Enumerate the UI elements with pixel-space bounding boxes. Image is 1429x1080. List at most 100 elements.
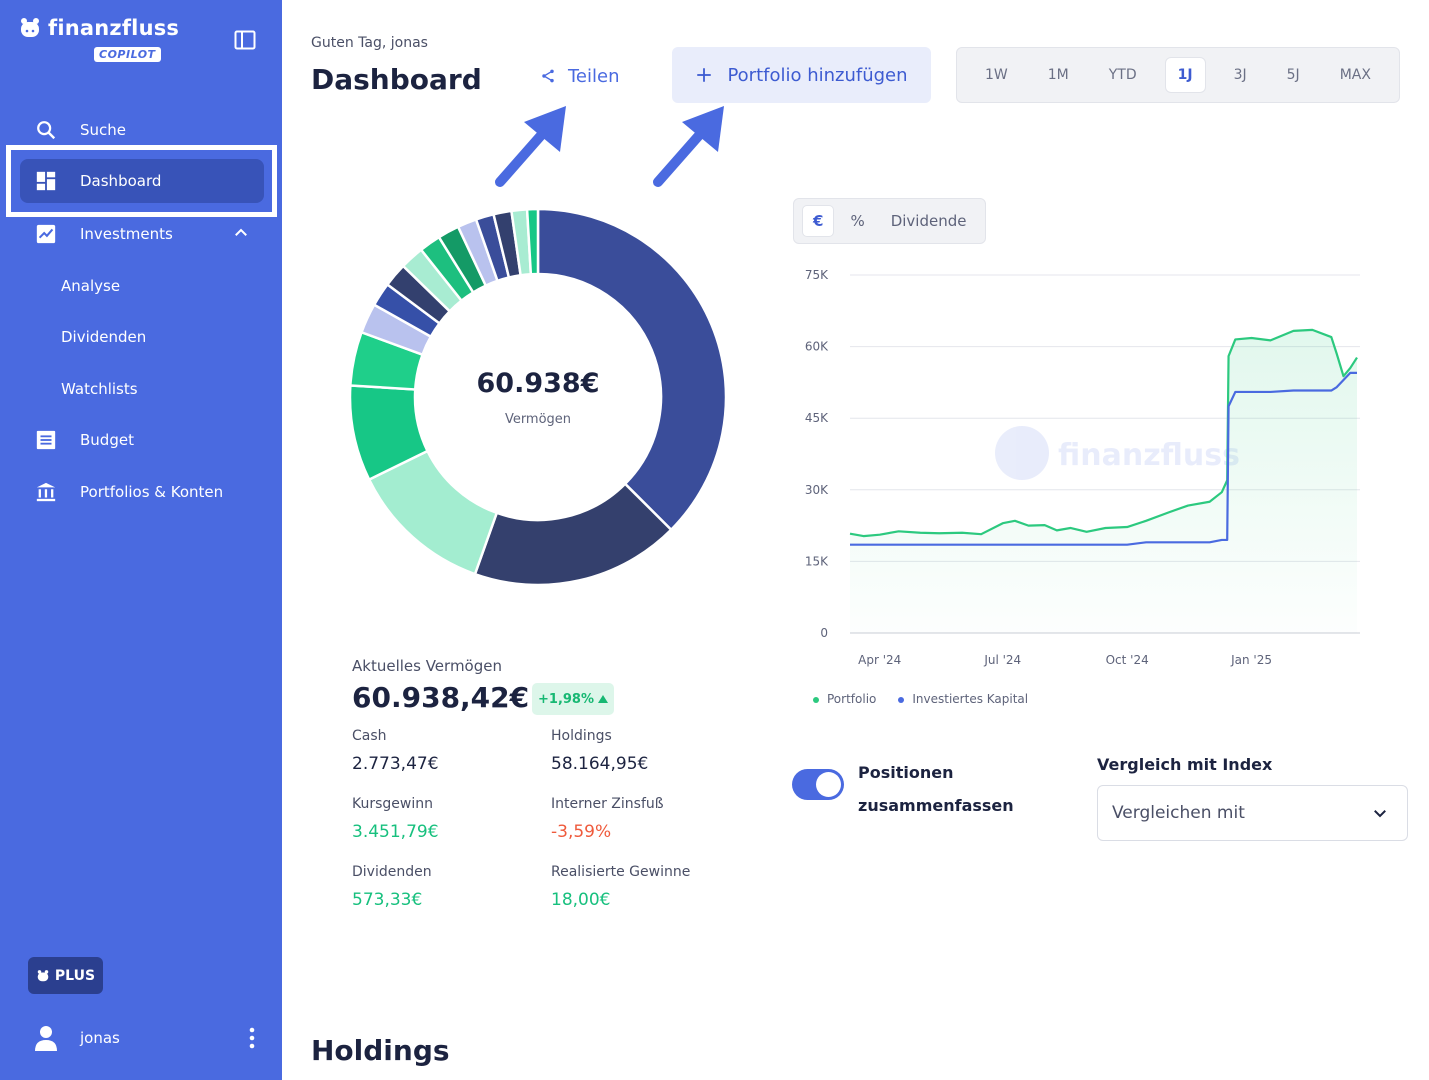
sidebar-item-watchlists[interactable]: Watchlists bbox=[20, 367, 264, 411]
compare-index-label: Vergleich mit Index bbox=[1097, 755, 1273, 774]
range-button-1w[interactable]: 1W bbox=[985, 67, 1008, 83]
share-icon bbox=[542, 69, 554, 83]
range-button-5j[interactable]: 5J bbox=[1286, 67, 1300, 83]
chevron-down-icon bbox=[1374, 810, 1386, 818]
merge-positions-toggle[interactable] bbox=[792, 769, 844, 800]
range-button-1m[interactable]: 1M bbox=[1047, 67, 1069, 83]
range-button-ytd[interactable]: YTD bbox=[1108, 67, 1137, 83]
user-menu[interactable]: jonas bbox=[34, 1020, 256, 1056]
chart-legend: Portfolio Investiertes Kapital bbox=[813, 692, 1028, 706]
stat-value: 3.451,79€ bbox=[352, 822, 439, 842]
donut-slice-0[interactable] bbox=[536, 207, 728, 532]
stat-value: 58.164,95€ bbox=[551, 754, 649, 774]
add-portfolio-label: Portfolio hinzufügen bbox=[727, 64, 908, 86]
active-item-highlight bbox=[6, 145, 277, 217]
plan-badge-label: PLUS bbox=[54, 967, 96, 984]
donut-slice-1[interactable] bbox=[473, 482, 673, 587]
legend-item-portfolio[interactable]: Portfolio bbox=[813, 692, 876, 706]
holdings-section-title: Holdings bbox=[311, 1034, 450, 1067]
watermark-logo-icon bbox=[995, 426, 1049, 480]
sidebar-item-label: Suche bbox=[80, 121, 127, 139]
stat-value: 2.773,47€ bbox=[352, 754, 439, 774]
legend-item-invested[interactable]: Investiertes Kapital bbox=[898, 692, 1028, 706]
hippo-small-icon bbox=[37, 969, 49, 981]
x-tick-label: Jan '25 bbox=[1230, 653, 1272, 667]
chart-mode-button-2[interactable]: Dividende bbox=[890, 212, 967, 230]
range-button-3j[interactable]: 3J bbox=[1233, 67, 1247, 83]
series-line-0 bbox=[849, 328, 1358, 538]
plus-icon bbox=[697, 68, 712, 82]
portfolio-area bbox=[850, 329, 1357, 633]
stat-dividenden: Dividenden 573,33€ bbox=[352, 864, 432, 910]
chart-line-icon bbox=[34, 222, 58, 246]
share-button[interactable]: Teilen bbox=[540, 58, 620, 94]
y-tick-label: 75K bbox=[805, 268, 829, 282]
legend-label: Investiertes Kapital bbox=[912, 692, 1029, 706]
toggle-knob bbox=[816, 772, 841, 797]
stat-cash: Cash 2.773,47€ bbox=[352, 728, 439, 774]
y-tick-label: 0 bbox=[820, 626, 828, 640]
pointer-arrow-icon bbox=[495, 106, 566, 187]
sidebar-item-label: Budget bbox=[80, 431, 134, 449]
sidebar-item-dividenden[interactable]: Dividenden bbox=[20, 315, 264, 359]
chart-mode-button-0[interactable]: € bbox=[802, 205, 835, 237]
legend-dot bbox=[898, 696, 905, 703]
y-tick-label: 45K bbox=[805, 411, 829, 425]
range-button-1j[interactable]: 1J bbox=[1164, 57, 1206, 93]
chevron-up-icon[interactable] bbox=[232, 224, 250, 242]
more-vertical-icon[interactable] bbox=[248, 1027, 256, 1049]
copilot-badge: COPILOT bbox=[94, 47, 161, 62]
range-button-max[interactable]: MAX bbox=[1339, 67, 1371, 83]
series-line-1 bbox=[850, 371, 1357, 546]
brand-name: finanzfluss bbox=[48, 16, 180, 40]
donut-total-label: Vermögen bbox=[504, 412, 572, 427]
list-icon bbox=[34, 428, 58, 452]
stat-label: Cash bbox=[352, 728, 387, 744]
sidebar-toggle-icon[interactable] bbox=[233, 28, 257, 52]
share-button-label: Teilen bbox=[568, 65, 620, 87]
sidebar-item-investments[interactable]: Investments bbox=[20, 212, 264, 256]
time-range-selector: 1W 1M YTD 1J 3J 5J MAX bbox=[956, 47, 1400, 103]
portfolio-line-chart: 0 15K 30K 45K 60K 75K Apr '24 Jul '24 Oct '24 Jan… bbox=[805, 268, 1360, 667]
stat-label: Interner Zinsfuß bbox=[551, 796, 664, 812]
sidebar-item-label: Investments bbox=[80, 225, 173, 243]
search-icon bbox=[34, 118, 58, 142]
change-value: +1,98% bbox=[538, 691, 594, 707]
sidebar-item-label: Dividenden bbox=[61, 328, 147, 346]
watermark-text: finanzfluss bbox=[1058, 438, 1240, 473]
sidebar-item-portfolios-konten[interactable]: Portfolios & Konten bbox=[20, 470, 264, 514]
sidebar-item-budget[interactable]: Budget bbox=[20, 418, 264, 462]
donut-total-value: 60.938€ bbox=[476, 368, 600, 399]
stat-label: Holdings bbox=[551, 728, 612, 744]
stat-label: Realisierte Gewinne bbox=[551, 864, 691, 880]
page-title: Dashboard bbox=[311, 63, 482, 96]
stat-label: Dividenden bbox=[352, 864, 432, 880]
sidebar-item-analyse[interactable]: Analyse bbox=[20, 264, 264, 308]
change-badge: +1,98% bbox=[532, 683, 614, 715]
sidebar-item-dashboard[interactable]: Dashboard bbox=[20, 159, 264, 203]
add-portfolio-button[interactable]: Portfolio hinzufügen bbox=[672, 47, 931, 103]
y-tick-label: 15K bbox=[805, 554, 829, 568]
x-tick-label: Apr '24 bbox=[858, 653, 901, 667]
chart-mode-selector: €% Dividende bbox=[793, 198, 986, 244]
brand-logo[interactable]: finanzfluss bbox=[18, 16, 179, 40]
user-avatar-icon bbox=[35, 1026, 57, 1051]
sidebar-item-label: Watchlists bbox=[61, 380, 138, 398]
x-tick-label: Jul '24 bbox=[983, 653, 1021, 667]
stat-value: -3,59% bbox=[551, 822, 612, 842]
compare-index-placeholder: Vergleichen mit bbox=[1112, 803, 1245, 823]
plan-badge[interactable]: PLUS bbox=[28, 957, 103, 994]
sidebar-item-label: Analyse bbox=[61, 277, 121, 295]
hippo-logo-icon bbox=[21, 18, 39, 37]
compare-index-select[interactable]: Vergleichen mit bbox=[1097, 785, 1408, 841]
merge-positions-label: Positionen zusammenfassen bbox=[858, 763, 1014, 815]
sidebar: finanzfluss COPILOT Suche Dashboard Inve… bbox=[0, 0, 282, 1080]
sidebar-item-suche[interactable]: Suche bbox=[20, 108, 264, 152]
net-worth-value: 60.938,42€ bbox=[352, 681, 530, 714]
pointer-arrow-icon bbox=[653, 106, 724, 187]
user-name: jonas bbox=[80, 1029, 120, 1047]
stat-interner-zinsfuss: Interner Zinsfuß -3,59% bbox=[551, 796, 664, 842]
chart-mode-button-1[interactable]: % bbox=[850, 212, 865, 230]
donut-slice-15[interactable] bbox=[525, 207, 540, 276]
sidebar-item-label: Portfolios & Konten bbox=[80, 483, 224, 501]
